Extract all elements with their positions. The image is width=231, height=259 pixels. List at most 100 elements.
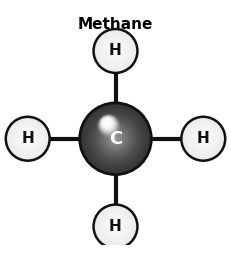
Circle shape bbox=[94, 205, 137, 248]
Circle shape bbox=[113, 49, 118, 53]
Circle shape bbox=[99, 116, 117, 133]
Circle shape bbox=[101, 117, 115, 131]
Circle shape bbox=[183, 119, 223, 159]
Circle shape bbox=[104, 127, 127, 150]
Circle shape bbox=[103, 39, 128, 63]
Circle shape bbox=[100, 123, 131, 154]
Circle shape bbox=[96, 120, 135, 158]
Circle shape bbox=[82, 105, 149, 173]
Circle shape bbox=[193, 128, 213, 149]
Circle shape bbox=[109, 133, 122, 145]
Circle shape bbox=[19, 130, 36, 148]
Circle shape bbox=[101, 212, 130, 241]
Circle shape bbox=[20, 131, 35, 146]
Circle shape bbox=[102, 213, 129, 240]
Circle shape bbox=[99, 123, 132, 155]
Circle shape bbox=[82, 105, 149, 172]
Circle shape bbox=[92, 116, 139, 162]
Circle shape bbox=[23, 134, 32, 143]
Circle shape bbox=[110, 133, 121, 144]
Circle shape bbox=[101, 36, 130, 66]
Circle shape bbox=[15, 126, 41, 152]
Circle shape bbox=[83, 106, 148, 171]
Circle shape bbox=[103, 214, 128, 239]
Circle shape bbox=[181, 117, 225, 161]
Circle shape bbox=[100, 211, 131, 242]
Circle shape bbox=[102, 125, 129, 153]
Circle shape bbox=[105, 120, 109, 123]
Circle shape bbox=[195, 130, 212, 148]
Circle shape bbox=[196, 131, 211, 146]
Circle shape bbox=[17, 128, 39, 150]
Circle shape bbox=[191, 127, 215, 150]
Circle shape bbox=[97, 120, 134, 157]
Circle shape bbox=[102, 38, 129, 64]
Circle shape bbox=[20, 131, 36, 147]
Circle shape bbox=[100, 116, 116, 132]
Circle shape bbox=[185, 120, 222, 157]
Circle shape bbox=[94, 205, 137, 248]
Circle shape bbox=[7, 118, 48, 159]
Text: H: H bbox=[197, 131, 210, 146]
Circle shape bbox=[203, 138, 204, 139]
Circle shape bbox=[100, 124, 131, 154]
Circle shape bbox=[102, 126, 129, 152]
Circle shape bbox=[108, 131, 123, 147]
Circle shape bbox=[112, 224, 119, 229]
Circle shape bbox=[106, 41, 125, 60]
Circle shape bbox=[105, 41, 126, 61]
Circle shape bbox=[183, 118, 224, 159]
Circle shape bbox=[202, 137, 205, 140]
Circle shape bbox=[93, 116, 138, 161]
Circle shape bbox=[191, 126, 216, 151]
Circle shape bbox=[95, 118, 136, 159]
Circle shape bbox=[115, 138, 116, 139]
Circle shape bbox=[189, 125, 217, 153]
Circle shape bbox=[201, 136, 206, 141]
Circle shape bbox=[97, 207, 134, 246]
Circle shape bbox=[10, 121, 45, 156]
Circle shape bbox=[111, 47, 120, 55]
Circle shape bbox=[102, 117, 113, 129]
Circle shape bbox=[88, 111, 143, 166]
Circle shape bbox=[96, 207, 135, 246]
Circle shape bbox=[102, 213, 129, 240]
Circle shape bbox=[84, 107, 147, 170]
Circle shape bbox=[11, 122, 45, 156]
Circle shape bbox=[99, 35, 132, 67]
Circle shape bbox=[106, 129, 125, 148]
Circle shape bbox=[8, 119, 48, 159]
Circle shape bbox=[101, 117, 114, 130]
Circle shape bbox=[104, 215, 127, 238]
Circle shape bbox=[199, 134, 208, 143]
Text: Methane: Methane bbox=[78, 17, 153, 32]
Circle shape bbox=[97, 32, 134, 70]
Circle shape bbox=[97, 114, 120, 137]
Circle shape bbox=[112, 136, 119, 142]
Circle shape bbox=[104, 119, 109, 124]
Circle shape bbox=[107, 130, 124, 147]
Circle shape bbox=[99, 210, 132, 243]
Circle shape bbox=[107, 218, 124, 235]
Circle shape bbox=[16, 127, 40, 150]
Circle shape bbox=[182, 118, 225, 160]
Circle shape bbox=[97, 208, 134, 245]
Circle shape bbox=[89, 112, 142, 165]
Circle shape bbox=[94, 30, 137, 72]
Circle shape bbox=[9, 120, 47, 158]
Text: H: H bbox=[109, 44, 122, 59]
Circle shape bbox=[114, 49, 117, 52]
Circle shape bbox=[80, 103, 151, 175]
Circle shape bbox=[88, 111, 143, 167]
Circle shape bbox=[111, 134, 120, 143]
Circle shape bbox=[15, 126, 40, 151]
Circle shape bbox=[104, 215, 127, 238]
Text: H: H bbox=[109, 219, 122, 234]
Circle shape bbox=[109, 44, 122, 57]
Circle shape bbox=[192, 128, 214, 150]
Circle shape bbox=[90, 113, 141, 164]
Circle shape bbox=[103, 126, 128, 151]
Circle shape bbox=[198, 133, 209, 145]
Circle shape bbox=[106, 120, 107, 121]
Circle shape bbox=[95, 118, 136, 160]
